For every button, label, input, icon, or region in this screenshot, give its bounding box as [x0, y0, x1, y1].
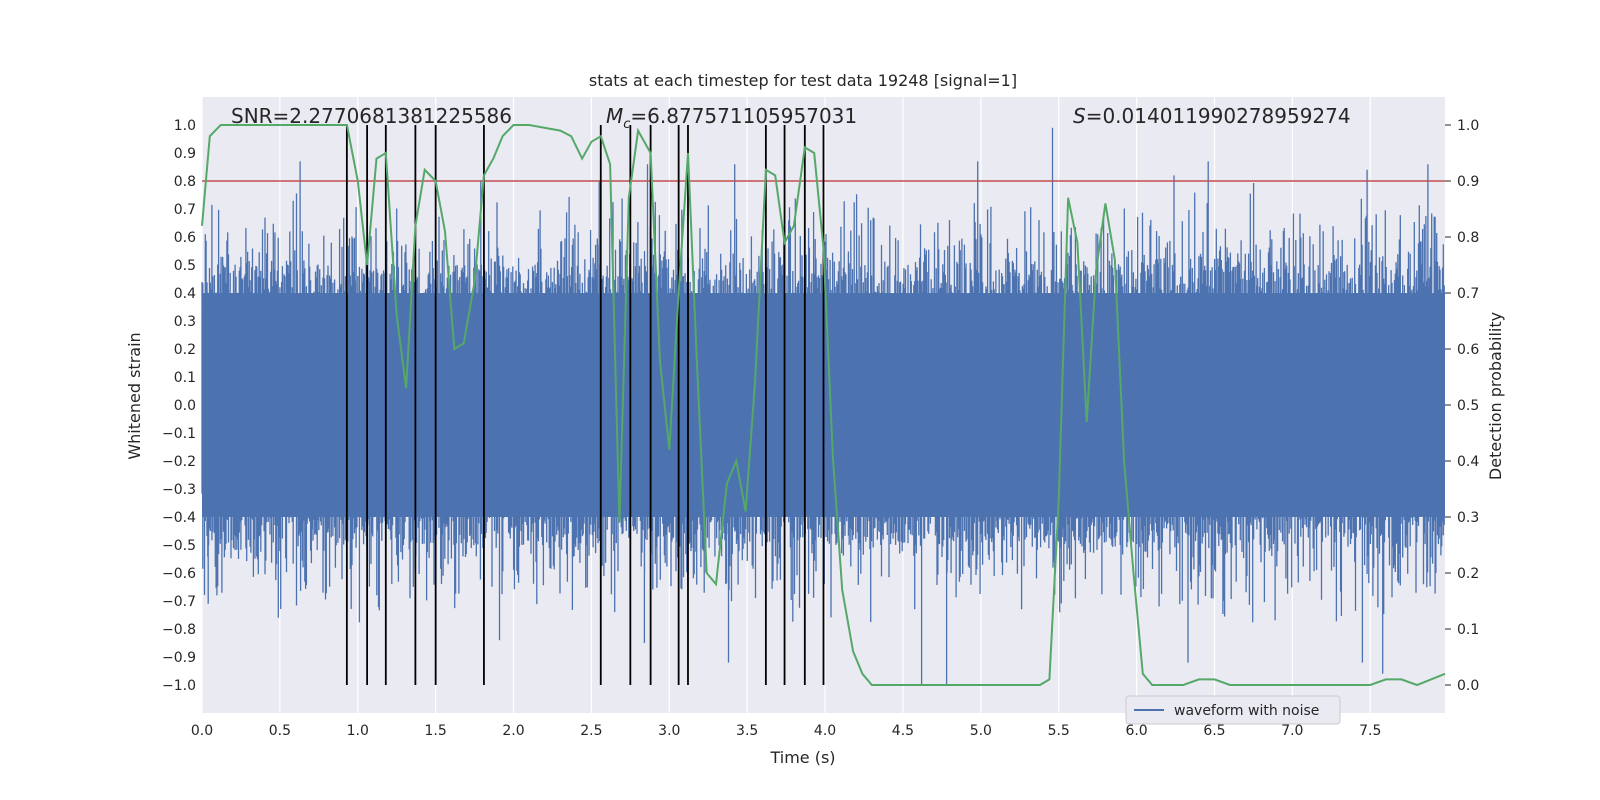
x-tick-label: 7.5: [1359, 723, 1381, 739]
y-left-tick-label: −0.3: [162, 482, 196, 498]
s-annotation: S=0.014011990278959274: [1073, 104, 1351, 128]
y-left-axis-ticks: 1.0 0.9 0.8 0.7 0.6 0.5 0.4 0.3 0.2 0.1 0.0 −0.1 −0.…: [162, 118, 196, 694]
x-tick-label: 6.0: [1125, 723, 1147, 739]
y-right-axis-label: Detection probability: [1486, 312, 1505, 480]
y-right-axis-ticks: 1.0 0.9 0.8 0.7 0.6 0.5 0.4 0.3 0.2 0.1 0.0: [1445, 118, 1479, 694]
noise-spikes: [201, 127, 1445, 685]
x-tick-label: 3.0: [658, 723, 680, 739]
y-left-tick-label: 0.2: [174, 342, 196, 358]
x-tick-label: 3.5: [736, 723, 758, 739]
y-left-tick-label: −0.4: [162, 510, 196, 526]
y-right-tick-label: 0.8: [1457, 230, 1479, 246]
y-right-tick-label: 0.3: [1457, 510, 1479, 526]
x-tick-label: 1.5: [425, 723, 447, 739]
y-right-tick-label: 0.9: [1457, 174, 1479, 190]
x-tick-label: 5.5: [1048, 723, 1070, 739]
chirp-mass-subscript: c: [623, 117, 630, 132]
legend: waveform with noise: [1125, 695, 1341, 725]
y-right-tick-label: 0.5: [1457, 398, 1479, 414]
y-left-tick-label: −0.5: [162, 538, 196, 554]
detection-probability-line: [201, 124, 1446, 687]
y-left-tick-label: −0.6: [162, 566, 196, 582]
y-left-tick-label: 0.3: [174, 314, 196, 330]
chart-title: stats at each timestep for test data 192…: [589, 71, 1017, 90]
y-left-tick-label: 0.5: [174, 258, 196, 274]
legend-box: [1125, 695, 1341, 725]
y-left-tick-label: −0.1: [162, 426, 196, 442]
snr-annotation: SNR=2.2770681381225586: [231, 104, 512, 128]
x-tick-label: 7.0: [1281, 723, 1303, 739]
x-tick-label: 0.0: [191, 723, 213, 739]
x-tick-label: 1.0: [347, 723, 369, 739]
x-tick-label: 5.0: [970, 723, 992, 739]
x-axis-ticks: 0.0 0.5 1.0 1.5 2.0 2.5 3.0 3.5 4.0 4.5 5.0 5.5 6.0 6…: [191, 723, 1381, 739]
s-value: =0.014011990278959274: [1086, 104, 1351, 128]
y-right-tick-label: 0.0: [1457, 678, 1479, 694]
chirp-mass-symbol: M: [606, 104, 623, 128]
y-left-tick-label: −0.9: [162, 650, 196, 666]
y-right-tick-label: 1.0: [1457, 118, 1479, 134]
y-left-tick-label: 0.1: [174, 370, 196, 386]
vertical-markers: [345, 125, 825, 685]
y-right-tick-label: 0.6: [1457, 342, 1479, 358]
legend-label: waveform with noise: [1174, 703, 1319, 719]
y-left-tick-label: −0.7: [162, 594, 196, 610]
s-symbol: S: [1073, 104, 1086, 128]
y-left-tick-label: 0.7: [174, 202, 196, 218]
y-left-tick-label: 0.8: [174, 174, 196, 190]
x-tick-label: 4.5: [892, 723, 914, 739]
y-left-tick-label: −1.0: [162, 678, 196, 694]
y-left-axis-label: Whitened strain: [125, 332, 144, 459]
y-right-tick-label: 0.7: [1457, 286, 1479, 302]
y-left-tick-label: 0.6: [174, 230, 196, 246]
x-tick-label: 0.5: [269, 723, 291, 739]
x-tick-label: 2.5: [580, 723, 602, 739]
chirp-mass-value: =6.877571105957031: [630, 104, 857, 128]
x-axis-label: Time (s): [769, 748, 835, 767]
y-left-tick-label: −0.2: [162, 454, 196, 470]
y-right-tick-label: 0.2: [1457, 566, 1479, 582]
y-left-tick-label: 0.0: [174, 398, 196, 414]
x-tick-label: 4.0: [814, 723, 836, 739]
y-left-tick-label: 0.9: [174, 146, 196, 162]
y-left-tick-label: −0.8: [162, 622, 196, 638]
x-tick-label: 2.0: [502, 723, 524, 739]
y-left-tick-label: 0.4: [174, 286, 196, 302]
x-tick-label: 6.5: [1203, 723, 1225, 739]
y-left-tick-label: 1.0: [174, 118, 196, 134]
chirp-mass-annotation: Mc=6.877571105957031: [606, 104, 857, 132]
y-right-tick-label: 0.4: [1457, 454, 1479, 470]
y-right-tick-label: 0.1: [1457, 622, 1479, 638]
